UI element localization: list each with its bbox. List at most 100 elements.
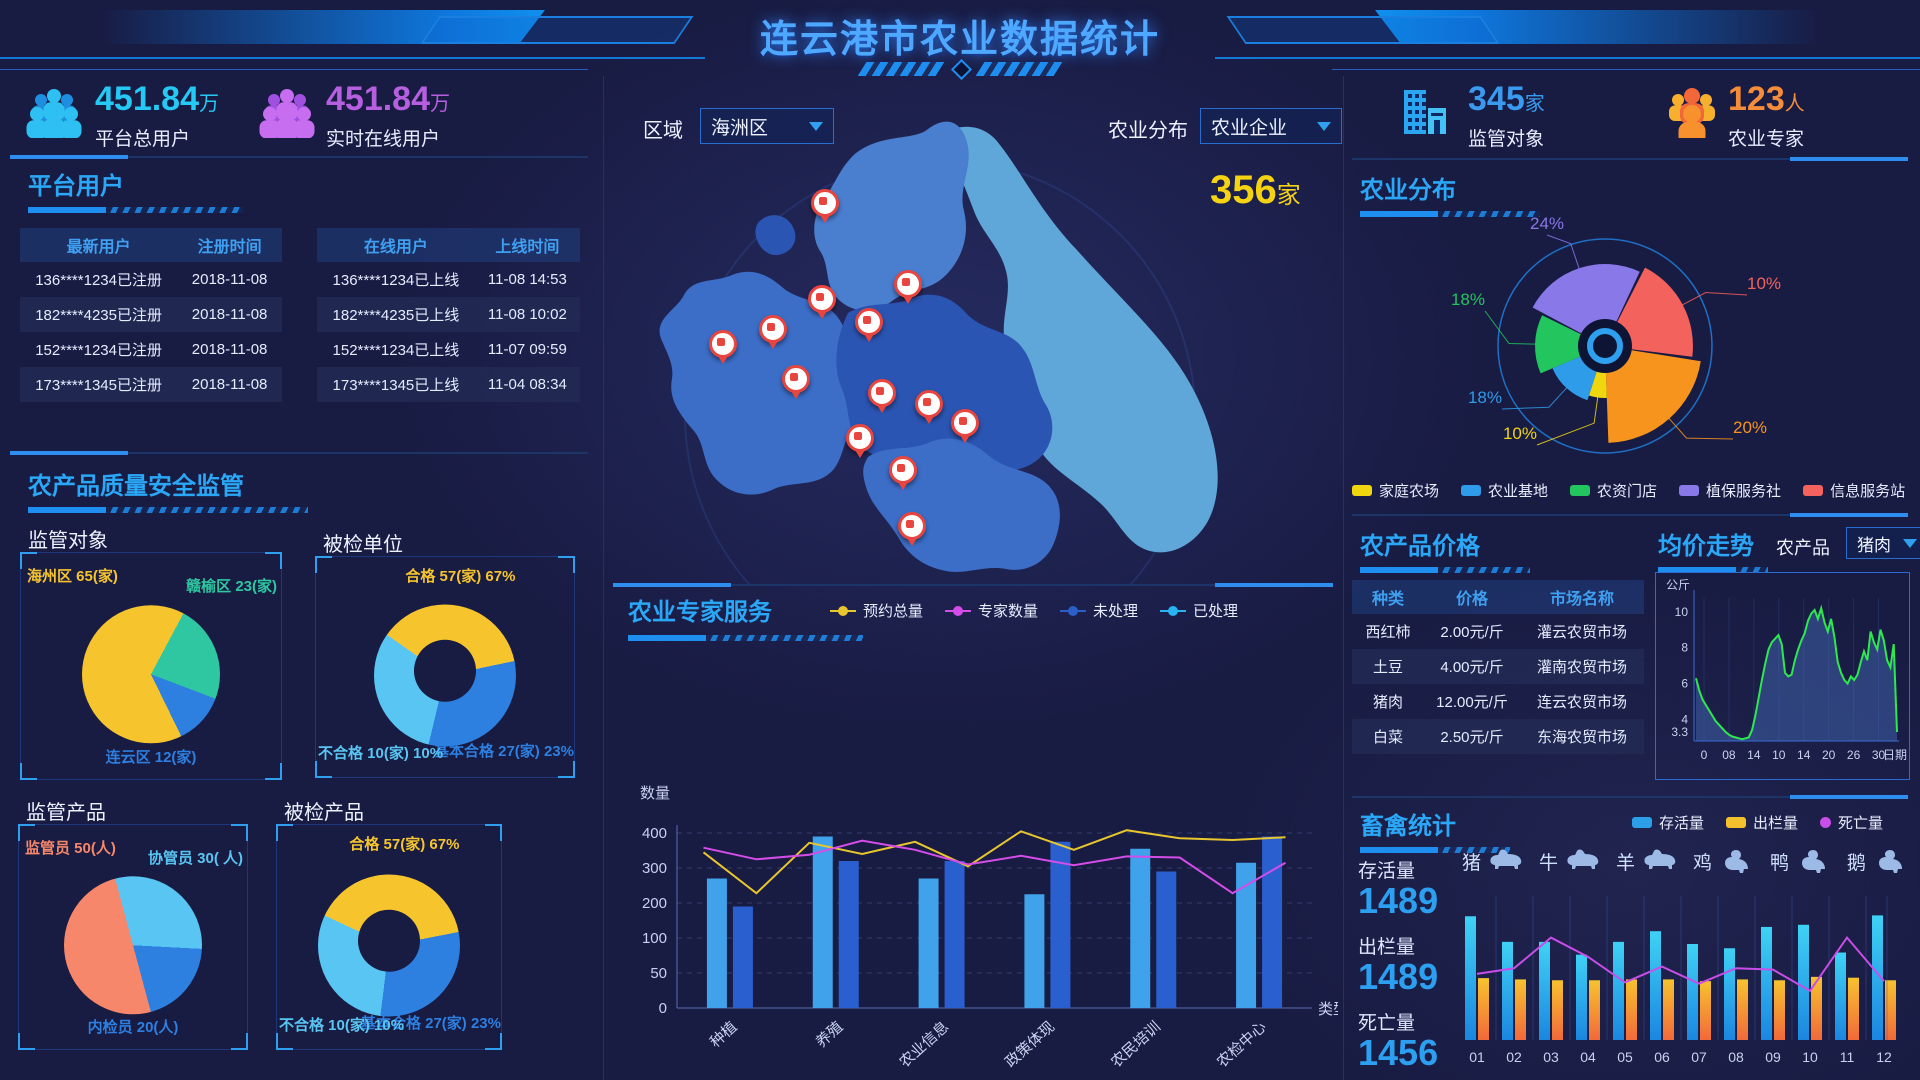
- table-cell: 2018-11-08: [191, 376, 268, 393]
- divider-left-2: [10, 451, 588, 455]
- section-title-platform-users: 平台用户: [28, 173, 124, 200]
- table-cell: 灌南农贸市场: [1536, 659, 1627, 676]
- legend-label: 植保服务社: [1706, 483, 1782, 500]
- table-cell: 12.00元/斤: [1436, 694, 1508, 711]
- corner-bracket: [18, 1033, 35, 1050]
- product-select[interactable]: 猪肉: [1846, 527, 1920, 559]
- legend-item[interactable]: 农业基地: [1461, 480, 1548, 501]
- section-title-livestock: 畜禽统计: [1360, 813, 1456, 840]
- map-pin[interactable]: [915, 390, 943, 418]
- slice-label: 连云区 12(家): [105, 749, 197, 766]
- map-pin[interactable]: [889, 456, 917, 484]
- supervised-count: 345家: [1468, 80, 1545, 118]
- legend-label: 已处理: [1193, 603, 1239, 620]
- legend-marker: [1803, 485, 1824, 496]
- map-pin[interactable]: [868, 379, 896, 407]
- svg-text:公斤: 公斤: [1666, 578, 1690, 592]
- livestock-stat-value: 1489: [1358, 956, 1439, 997]
- animal-item: 猪: [1462, 846, 1525, 876]
- distribution-select-label: 农业分布: [1108, 120, 1188, 142]
- legend-item[interactable]: 已处理: [1160, 600, 1238, 621]
- total-users-label: 平台总用户: [95, 129, 191, 150]
- legend-item[interactable]: 预约总量: [830, 600, 923, 621]
- distribution-rose-chart: 24%10%20%10%18%18%: [1451, 214, 1781, 454]
- slice-label: 监管员 50(人): [25, 840, 116, 857]
- legend-item[interactable]: 出栏量: [1726, 812, 1798, 833]
- legend-item[interactable]: 未处理: [1060, 600, 1138, 621]
- svg-text:10: 10: [1802, 1049, 1818, 1065]
- svg-text:10: 10: [1772, 748, 1786, 762]
- slice-label: 不合格 10(家) 10%: [279, 1017, 405, 1034]
- map-district-center[interactable]: [836, 294, 1053, 487]
- map-district-west[interactable]: [659, 271, 868, 495]
- map-pin[interactable]: [782, 365, 810, 393]
- table-cell: 2018-11-08: [191, 341, 268, 358]
- animal-item: 鸡: [1693, 846, 1756, 876]
- svg-text:14: 14: [1797, 748, 1811, 762]
- livestock-legend: 存活量 出栏量 死亡量: [1632, 812, 1883, 833]
- table-cell: 连云农贸市场: [1536, 694, 1627, 711]
- map-pin[interactable]: [709, 330, 737, 358]
- svg-text:6: 6: [1681, 677, 1688, 691]
- corner-bracket: [18, 824, 35, 841]
- pie-chart: [64, 876, 202, 1015]
- legend-label: 农业基地: [1488, 483, 1549, 500]
- map-district-coastal[interactable]: [940, 126, 1218, 553]
- svg-text:0: 0: [659, 1000, 667, 1017]
- goose-icon: [1878, 850, 1902, 873]
- map-pin[interactable]: [855, 308, 883, 336]
- legend-item[interactable]: 专家数量: [945, 600, 1038, 621]
- slice-label: 海州区 65(家): [27, 568, 118, 585]
- table-cell: 灌云农贸市场: [1536, 624, 1627, 641]
- online-users-label: 实时在线用户: [326, 129, 441, 150]
- table-cell: 2.50元/斤: [1440, 729, 1504, 746]
- map-canvas: [659, 121, 1218, 671]
- corner-bracket: [558, 761, 575, 778]
- svg-text:02: 02: [1506, 1049, 1522, 1065]
- legend-item[interactable]: 农资门店: [1570, 480, 1657, 501]
- product-select-label: 农产品: [1776, 538, 1830, 558]
- map-pin[interactable]: [811, 189, 839, 217]
- svg-text:05: 05: [1617, 1049, 1633, 1065]
- column-header: 市场名称: [1549, 591, 1614, 608]
- region-select[interactable]: 海洲区: [700, 108, 834, 144]
- legend-marker: [1820, 817, 1832, 828]
- legend-label: 未处理: [1093, 603, 1139, 620]
- legend-dot: [953, 605, 964, 616]
- map-pin[interactable]: [951, 409, 979, 437]
- map-pin[interactable]: [808, 285, 836, 313]
- title-decoration: [628, 635, 863, 641]
- chicken-icon: [1724, 850, 1748, 873]
- map-district-north[interactable]: [814, 121, 969, 311]
- distribution-select-value: 农业企业: [1211, 117, 1288, 139]
- legend-item[interactable]: 信息服务站: [1803, 480, 1905, 501]
- map-pin[interactable]: [759, 315, 787, 343]
- table-cell: 11-07 09:59: [487, 341, 567, 358]
- svg-text:18%: 18%: [1468, 388, 1502, 407]
- slice-label: 协管员 30( 人): [147, 850, 243, 867]
- map-pin[interactable]: [898, 512, 926, 540]
- animal-label: 羊: [1615, 852, 1635, 874]
- sheep-icon: [1644, 849, 1676, 869]
- chevron-down-icon: [1903, 538, 1917, 548]
- online-row: 136****1234已上线 11-08 14:53: [317, 262, 580, 297]
- svg-text:养殖: 养殖: [813, 1018, 847, 1051]
- header-emblem-right: [975, 62, 1063, 76]
- distribution-select[interactable]: 农业企业: [1200, 108, 1342, 144]
- animal-label: 鸡: [1692, 852, 1712, 874]
- register-row: 173****1345已注册 2018-11-08: [20, 367, 282, 402]
- corner-bracket: [265, 552, 282, 569]
- slice-label: 合格 57(家) 67%: [405, 568, 516, 585]
- map-pin[interactable]: [894, 270, 922, 298]
- legend-item[interactable]: 存活量: [1632, 812, 1704, 833]
- corner-bracket: [20, 552, 37, 569]
- table-cell: 11-08 14:53: [487, 271, 567, 288]
- legend-item[interactable]: 家庭农场: [1352, 480, 1439, 501]
- map-pin[interactable]: [846, 424, 874, 452]
- svg-text:01: 01: [1469, 1049, 1485, 1065]
- legend-marker: [830, 605, 856, 616]
- legend-item[interactable]: 死亡量: [1820, 812, 1883, 833]
- legend-item[interactable]: 植保服务社: [1679, 480, 1781, 501]
